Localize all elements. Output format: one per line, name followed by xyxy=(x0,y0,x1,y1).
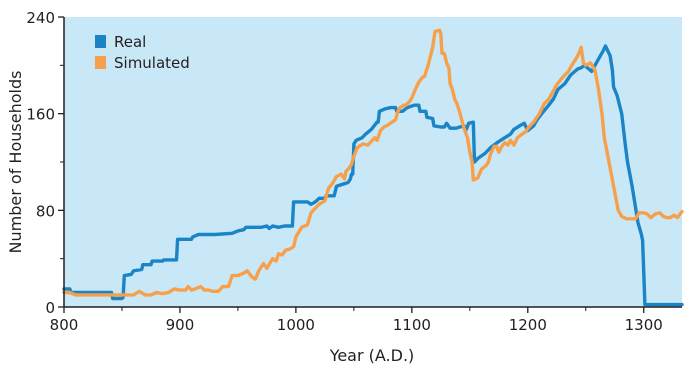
legend-swatch-real xyxy=(95,35,106,48)
y-tick-label: 160 xyxy=(26,106,55,124)
tick-labels: 0 80 160 240 800 900 1000 1100 1200 1300 xyxy=(26,9,662,334)
x-tick-label: 1300 xyxy=(625,316,663,334)
legend-label-simulated: Simulated xyxy=(114,54,190,72)
y-tick-label: 80 xyxy=(36,202,55,220)
y-tick-label: 0 xyxy=(45,299,55,317)
legend-swatch-simulated xyxy=(95,56,106,69)
x-tick-label: 900 xyxy=(166,316,195,334)
x-tick-label: 1200 xyxy=(509,316,547,334)
x-tick-label: 800 xyxy=(50,316,79,334)
y-tick-label: 240 xyxy=(26,9,55,27)
legend-label-real: Real xyxy=(114,33,146,51)
x-tick-label: 1100 xyxy=(393,316,431,334)
series-line-simulated xyxy=(62,28,684,297)
axis-ticks xyxy=(58,16,645,313)
axes xyxy=(63,17,682,308)
x-axis-label: Year (A.D.) xyxy=(329,346,415,365)
x-tick-label: 1000 xyxy=(277,316,315,334)
y-axis-label: Number of Households xyxy=(6,71,25,254)
series-layer xyxy=(62,28,684,307)
legend: Real Simulated xyxy=(95,33,190,72)
